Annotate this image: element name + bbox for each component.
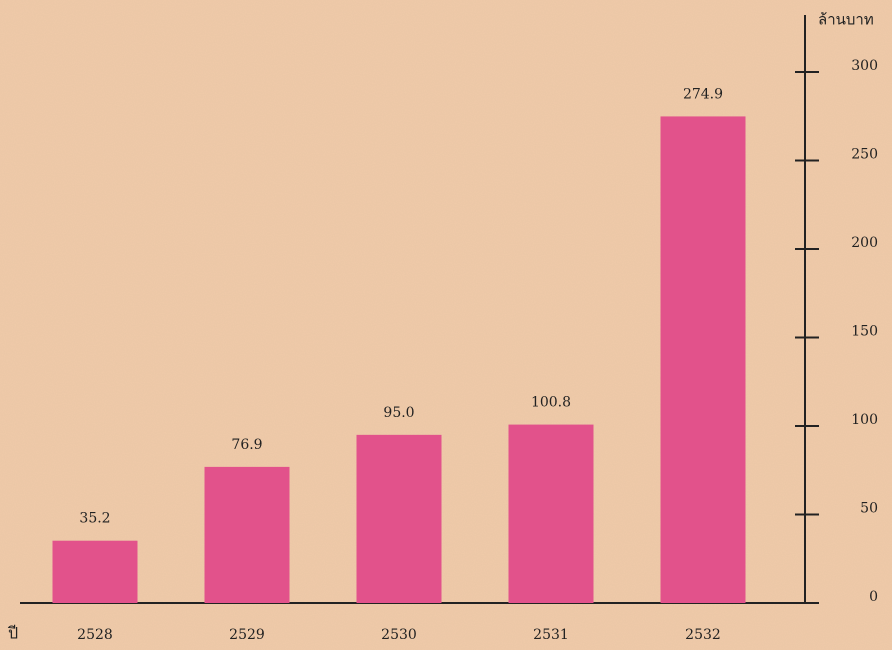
x-axis-label: ปี <box>8 624 19 643</box>
y-tick-label: 200 <box>851 235 878 251</box>
y-axis-label: ล้านบาท <box>818 11 874 29</box>
bar <box>660 116 746 603</box>
value-label: 76.9 <box>231 437 262 453</box>
x-tick-label: 2531 <box>533 627 569 643</box>
y-tick-label: 0 <box>869 589 878 605</box>
x-tick-label: 2530 <box>381 627 417 643</box>
y-tick-label: 150 <box>851 324 878 340</box>
y-tick-label: 100 <box>851 412 878 428</box>
bar <box>204 466 290 603</box>
y-tick-label: 250 <box>851 147 878 163</box>
x-tick-label: 2528 <box>77 627 113 643</box>
value-label: 274.9 <box>683 86 723 102</box>
value-label: 95.0 <box>383 405 414 421</box>
x-tick-label: 2529 <box>229 627 265 643</box>
y-tick-label: 300 <box>851 58 878 74</box>
x-tick-label: 2532 <box>685 627 721 643</box>
value-label: 100.8 <box>531 395 571 411</box>
y-tick-label: 50 <box>860 501 878 517</box>
bar <box>52 540 138 603</box>
bar <box>356 434 442 603</box>
value-label: 35.2 <box>79 511 110 527</box>
bar <box>508 424 594 603</box>
